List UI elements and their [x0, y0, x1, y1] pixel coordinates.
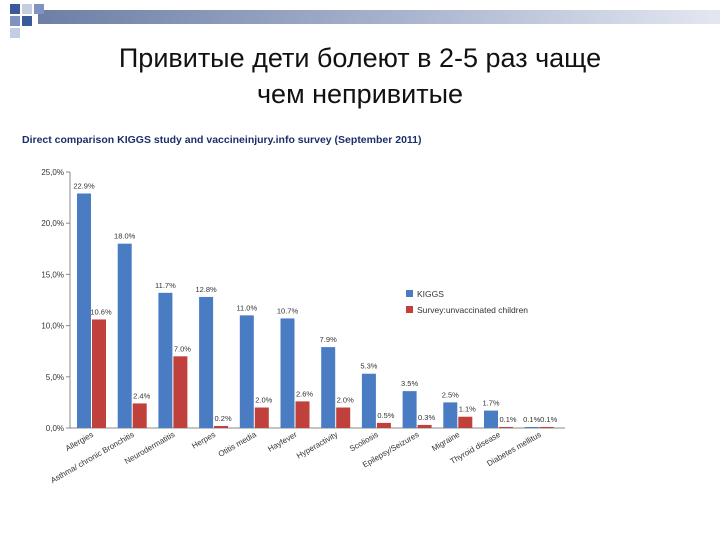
header-gradient-bar	[38, 10, 720, 24]
slide-title: Привитые дети болеют в 2-5 раз чаще чем …	[20, 40, 700, 112]
category-label: Herpes	[190, 430, 217, 451]
data-label: 2.6%	[296, 389, 313, 398]
kiggs-bar	[77, 193, 91, 428]
category-label: Hayfever	[266, 430, 299, 454]
chart-title: Direct comparison KIGGS study and vaccin…	[22, 134, 422, 146]
slide-title-line-2: чем непривитые	[256, 79, 463, 109]
decor-square	[10, 16, 20, 26]
decor-square	[34, 4, 44, 14]
legend-swatch-kiggs	[406, 290, 413, 297]
survey-bar	[214, 425, 229, 428]
kiggs-bar	[321, 347, 336, 428]
category-label: Allergies	[64, 430, 95, 453]
survey-bar	[295, 401, 310, 428]
data-label: 0.5%	[377, 411, 394, 420]
y-tick-label: 10,0%	[41, 322, 64, 331]
survey-bar	[173, 356, 188, 428]
kiggs-bar	[402, 391, 417, 428]
data-label: 18.0%	[114, 232, 136, 241]
survey-bar	[458, 416, 473, 428]
data-label: 12.8%	[195, 285, 217, 294]
data-label: 7.9%	[320, 335, 337, 344]
y-tick-label: 15,0%	[41, 270, 64, 279]
data-label: 11.7%	[155, 281, 176, 290]
data-label: 10.7%	[277, 306, 299, 315]
data-label: 2.5%	[442, 390, 459, 399]
decor-square	[10, 28, 20, 38]
data-label: 2.4%	[133, 391, 150, 400]
kiggs-bar	[524, 426, 539, 428]
kiggs-bar	[158, 292, 173, 428]
kiggs-bar	[361, 373, 376, 428]
decor-square	[22, 16, 32, 26]
kiggs-bar	[280, 318, 295, 428]
category-label: Scoliosis	[348, 430, 380, 454]
survey-bar	[92, 319, 106, 428]
legend-label: KIGGS	[417, 289, 444, 299]
data-label: 2.0%	[337, 396, 354, 405]
category-label: Migraine	[430, 430, 462, 453]
data-label: 0.1%	[499, 415, 516, 424]
data-label: 0.1%	[523, 415, 540, 424]
data-label: 0.2%	[215, 414, 232, 423]
data-label: 0.3%	[418, 413, 435, 422]
legend-swatch-survey	[406, 306, 413, 313]
kiggs-bar	[117, 243, 132, 428]
data-label: 3.5%	[401, 379, 418, 388]
data-label: 1.1%	[459, 405, 476, 414]
data-label: 11.0%	[236, 303, 257, 312]
category-label: Hyperactivity	[295, 430, 339, 461]
data-label: 22.9%	[73, 182, 95, 191]
y-tick-label: 5,0%	[46, 373, 64, 382]
kiggs-bar	[484, 410, 498, 428]
survey-bar	[417, 424, 432, 428]
survey-bar	[254, 407, 269, 428]
survey-bar	[336, 407, 351, 428]
kiggs-bar	[199, 296, 214, 428]
y-tick-label: 25,0%	[41, 168, 64, 177]
data-label: 1.7%	[482, 399, 499, 408]
data-label: 7.0%	[174, 344, 191, 353]
data-label: 10.6%	[90, 307, 112, 316]
survey-bar	[376, 422, 391, 428]
data-label: 0.1%	[540, 415, 557, 424]
decor-square	[22, 4, 32, 14]
survey-bar	[499, 426, 513, 428]
survey-bar	[539, 426, 554, 428]
survey-bar	[132, 403, 147, 428]
kiggs-bar	[239, 315, 254, 428]
data-label: 5.3%	[360, 362, 377, 371]
decor-square	[10, 4, 20, 14]
legend-label: Survey:unvaccinated children	[417, 305, 528, 315]
kiggs-bar	[443, 402, 458, 428]
data-label: 2.0%	[255, 396, 272, 405]
category-label: Otitis media	[217, 430, 259, 459]
y-tick-label: 0,0%	[46, 424, 64, 433]
y-tick-label: 20,0%	[41, 219, 64, 228]
slide-title-line-1: Привитые дети болеют в 2-5 раз чаще	[118, 43, 602, 73]
